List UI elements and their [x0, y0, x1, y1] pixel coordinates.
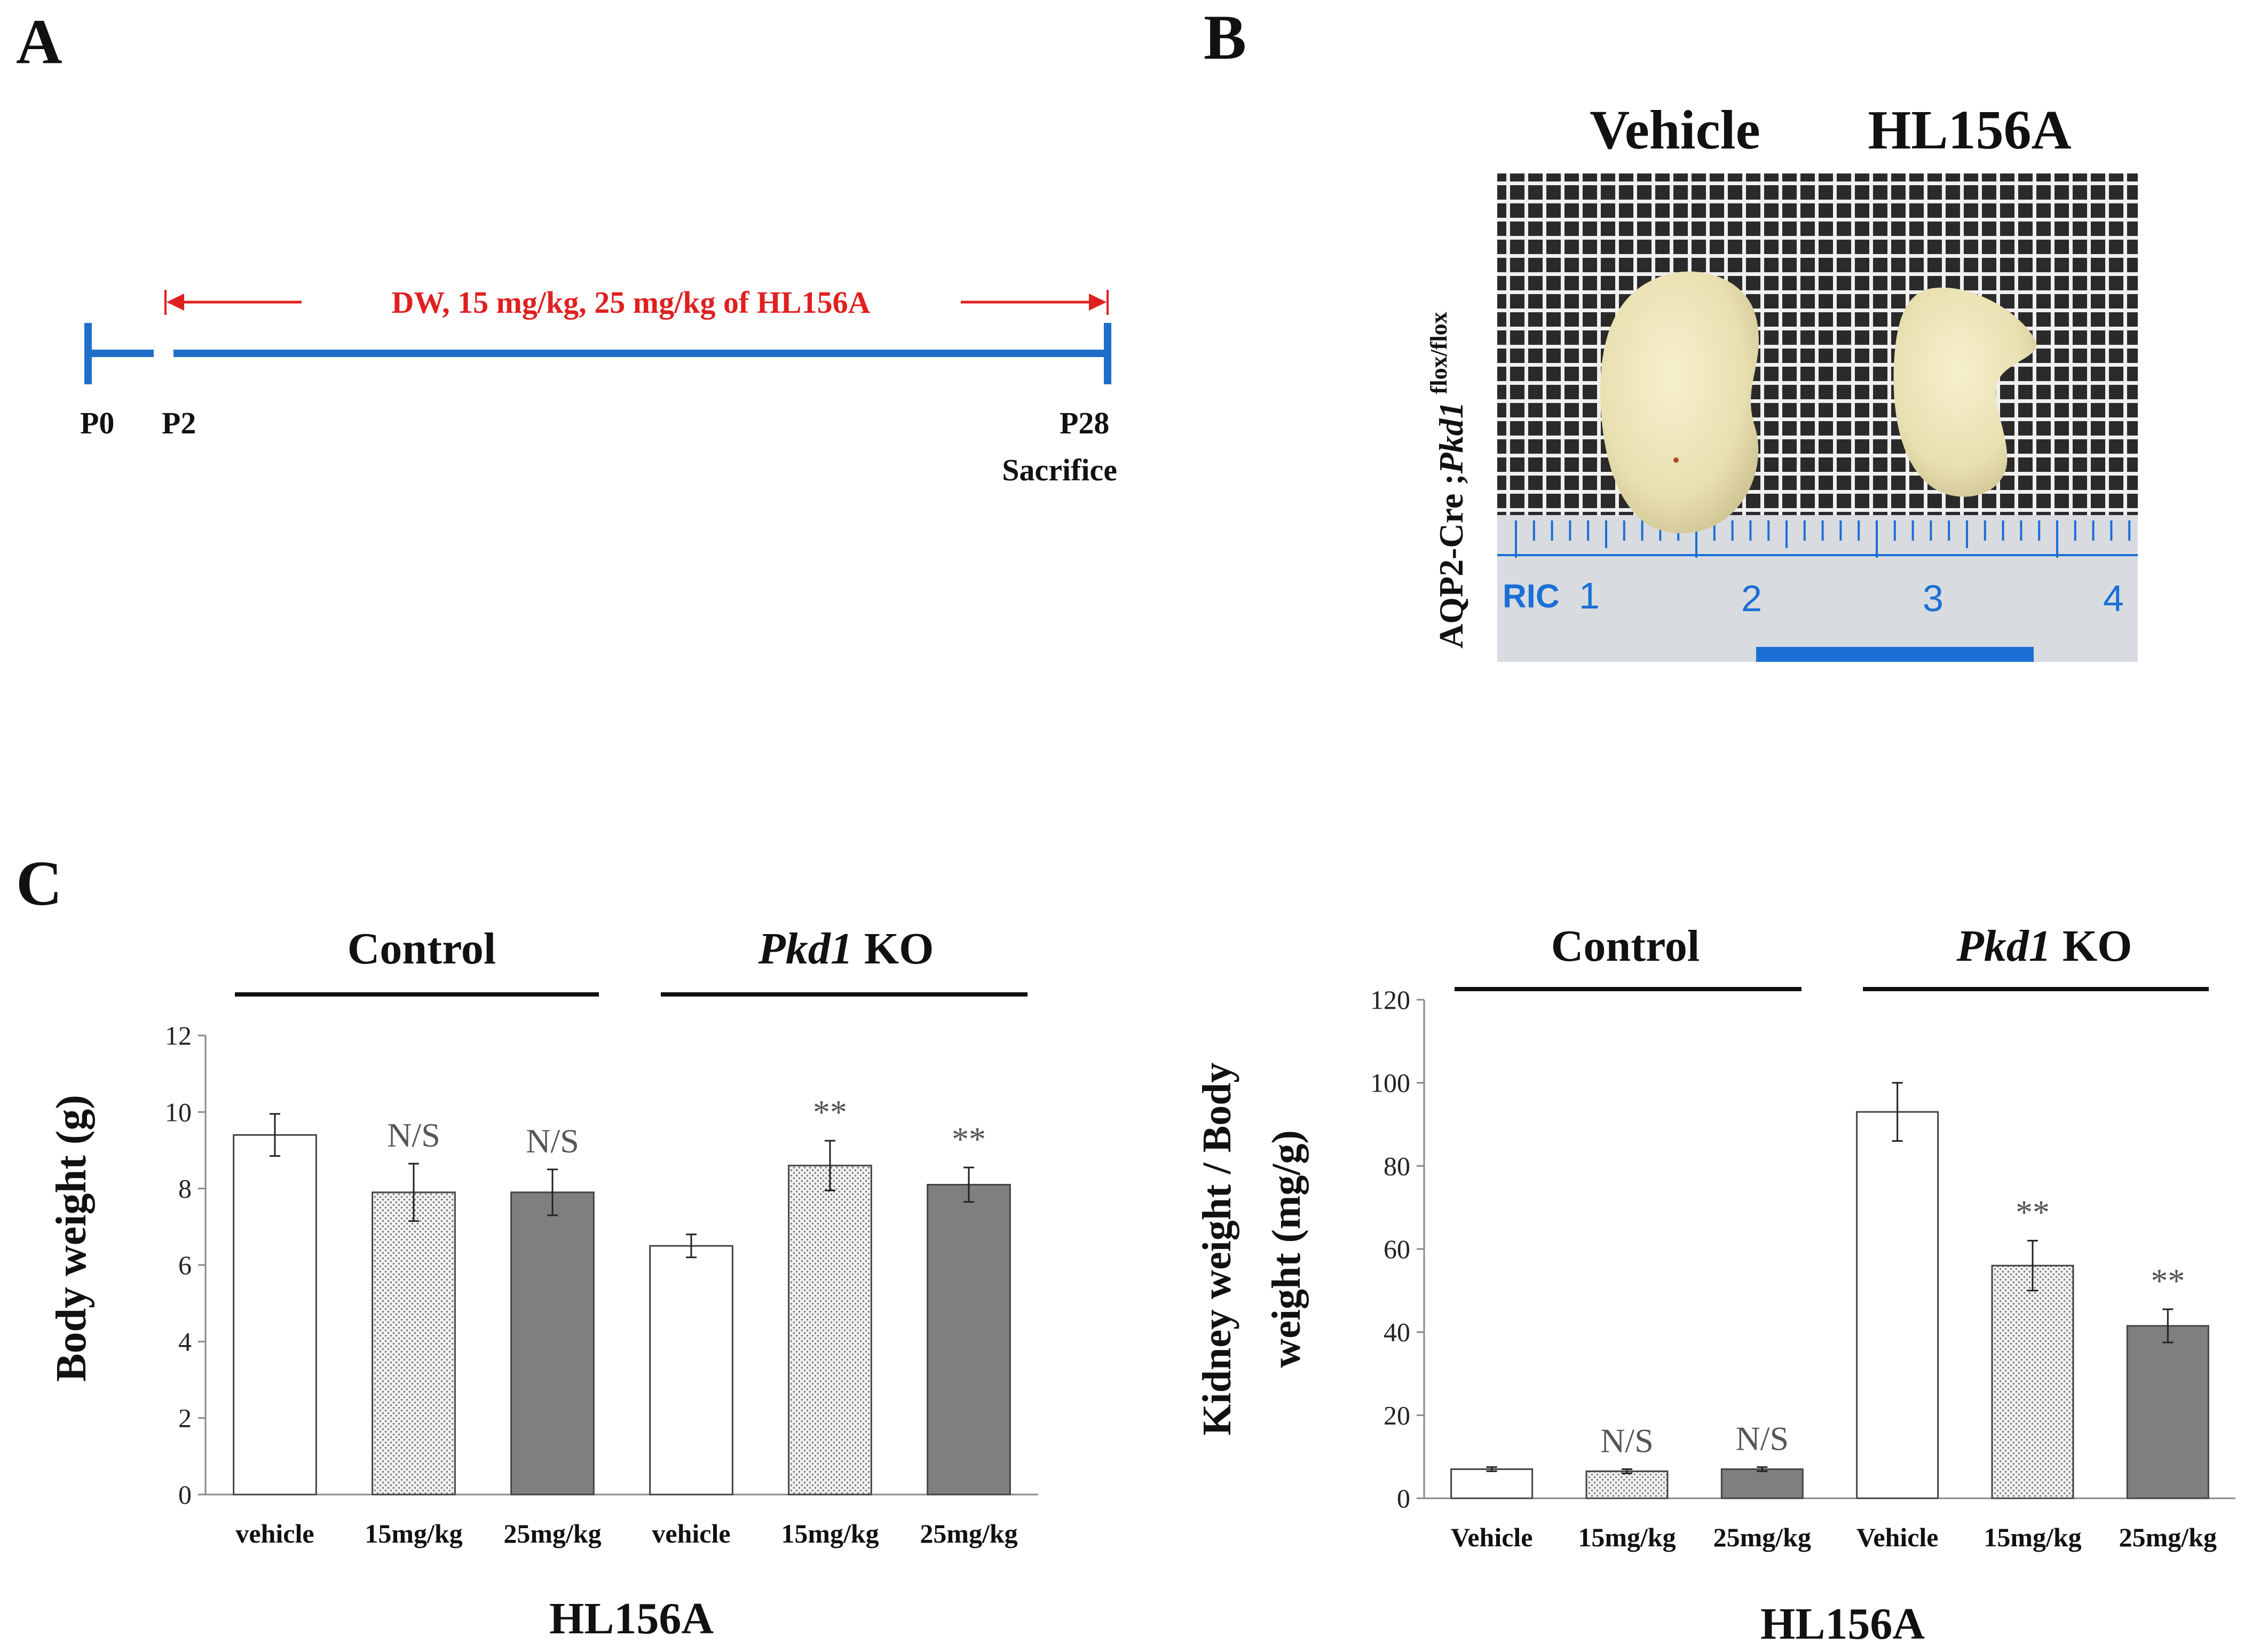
chart2-xlabel: HL156A [1760, 1599, 1925, 1649]
bar-15mg-kg [1585, 1470, 1669, 1499]
category-label: 15mg/kg [1984, 1522, 2081, 1552]
timepoint-p28: P28 [1060, 406, 1109, 440]
treatment-arrow-right-head [1089, 294, 1107, 311]
bar-vehicle [233, 1134, 317, 1496]
timepoint-p0: P0 [80, 406, 114, 440]
label-vehicle: Vehicle [1590, 99, 1760, 161]
bar-25mg-kg [927, 1184, 1011, 1496]
significance-label: N/S [1736, 1420, 1789, 1458]
panel-c-letter: C [16, 848, 62, 919]
y-tick-label: 80 [1384, 1151, 1410, 1181]
y-tick-label: 60 [1384, 1234, 1410, 1264]
panel-a: A DW, 15 mg/kg, 25 mg/kg of HL156A P0 P2… [16, 6, 1117, 487]
category-label: 25mg/kg [1713, 1522, 1811, 1552]
category-label: 15mg/kg [781, 1519, 879, 1548]
kidney-vehicle [1600, 271, 1759, 534]
chart2-group-pkd1ko: Pkd1 KO [1956, 921, 2132, 971]
chart-kidney-body-ratio: 0 20 40 60 80 100 120 Vehicle N/S 15mg/kg N/S 25mg/… [1370, 985, 2235, 1552]
category-label: 25mg/kg [2119, 1522, 2217, 1552]
significance-label: ** [2151, 1262, 2185, 1300]
genotype-label: AQP2-Cre ;Pkd1flox/flox [1426, 312, 1470, 649]
y-tick-label: 100 [1370, 1068, 1410, 1098]
bar-25mg-kg [1720, 1468, 1804, 1499]
treatment-label: DW, 15 mg/kg, 25 mg/kg of HL156A [392, 285, 871, 320]
y-tick-label: 10 [165, 1097, 192, 1127]
y-tick-label: 120 [1370, 985, 1410, 1015]
chart1-xlabel: HL156A [549, 1594, 714, 1643]
y-tick-label: 40 [1384, 1317, 1410, 1347]
ruler-brand-fragment [1756, 647, 2034, 662]
photo-grid-background [1497, 173, 2138, 515]
ruler-number-4: 4 [2103, 578, 2124, 619]
chart-body-weight: 0 2 4 6 8 10 12 vehicle N/S 15mg/kg N/S 25mg/kg vehi… [165, 1021, 1038, 1548]
chart1-ylabel: Body weight (g) [48, 1095, 95, 1382]
bar-15mg-kg [788, 1165, 872, 1496]
significance-label: ** [2016, 1193, 2050, 1231]
y-tick-label: 0 [178, 1480, 192, 1509]
bar-25mg-kg [2126, 1325, 2209, 1499]
category-label: vehicle [652, 1519, 730, 1548]
y-tick-label: 4 [178, 1326, 192, 1356]
y-tick-label: 0 [1397, 1483, 1410, 1513]
ruler-text: RIC [1503, 578, 1560, 615]
kidney-vehicle-spot [1673, 457, 1679, 463]
bar-25mg-kg [510, 1191, 595, 1496]
panel-b-letter: B [1204, 2, 1246, 73]
y-tick-label: 12 [165, 1021, 192, 1050]
chart1-group-control: Control [347, 924, 496, 974]
bar-vehicle [1856, 1111, 1939, 1499]
significance-label: N/S [1600, 1422, 1654, 1460]
significance-label: ** [952, 1120, 986, 1158]
chart2-ylabel-line1: Kidney weight / Body [1195, 1063, 1239, 1436]
panel-a-letter: A [16, 6, 62, 77]
significance-label: N/S [387, 1116, 440, 1154]
ruler-tick-marks [1497, 520, 2138, 558]
category-label: Vehicle [1451, 1522, 1533, 1552]
bar-15mg-kg [1991, 1264, 2074, 1499]
bar-vehicle [1450, 1468, 1534, 1499]
y-tick-label: 6 [178, 1250, 192, 1280]
ruler-number-3: 3 [1923, 578, 1943, 619]
category-label: 25mg/kg [503, 1519, 601, 1548]
category-label: vehicle [235, 1519, 314, 1548]
chart2-group-control: Control [1551, 921, 1700, 971]
y-tick-label: 8 [178, 1174, 192, 1204]
photo-ruler [1497, 515, 2138, 662]
significance-label: ** [813, 1093, 847, 1131]
treatment-arrow-left-head [167, 294, 184, 311]
category-label: Vehicle [1856, 1522, 1939, 1552]
ruler-number-2: 2 [1741, 578, 1762, 619]
category-label: 15mg/kg [365, 1519, 462, 1548]
category-label: 25mg/kg [920, 1519, 1017, 1548]
ruler-number-1: 1 [1579, 575, 1600, 616]
chart1-group-pkd1ko: Pkd1 KO [758, 924, 934, 974]
kidney-hl156a [1893, 287, 2037, 497]
category-label: 15mg/kg [1578, 1522, 1676, 1552]
y-tick-label: 2 [178, 1403, 192, 1433]
y-tick-label: 20 [1384, 1400, 1410, 1430]
chart2-ylabel-line2: weight (mg/g) [1264, 1130, 1309, 1368]
timepoint-p2: P2 [162, 406, 196, 440]
sacrifice-label: Sacrifice [1002, 453, 1117, 487]
bar-vehicle [649, 1245, 733, 1496]
label-hl156a: HL156A [1868, 99, 2071, 161]
bar-15mg-kg [372, 1191, 456, 1496]
significance-label: N/S [526, 1122, 579, 1160]
panel-b: B Vehicle HL156A AQP2-Cre ;Pkd1flox/flox… [1204, 2, 2138, 662]
panel-c: C Control Pkd1 KO Body weight (g) HL156A… [16, 848, 2235, 1649]
